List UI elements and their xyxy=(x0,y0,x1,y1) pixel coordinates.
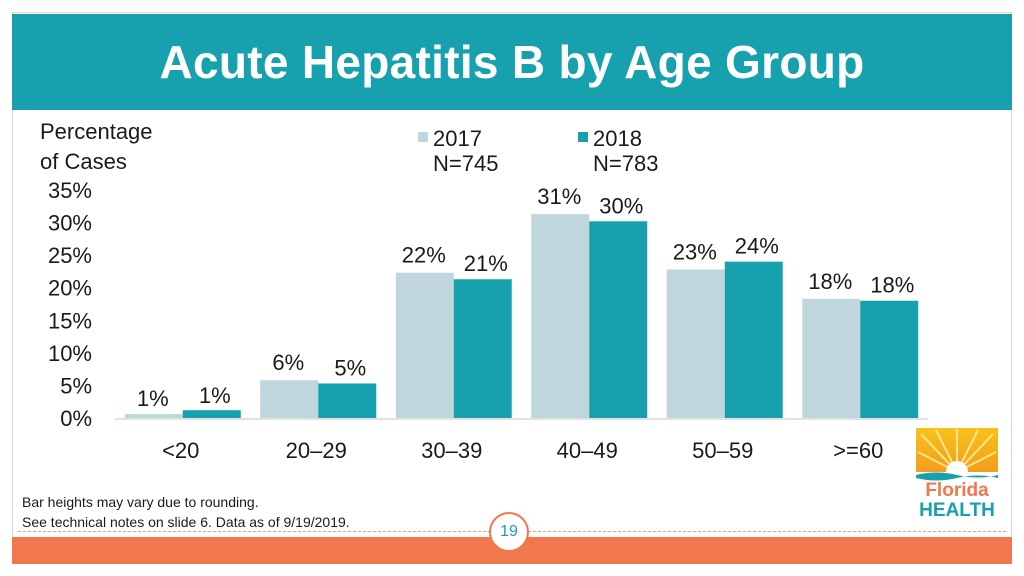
footnote-line-1: Bar heights may vary due to rounding. xyxy=(22,494,259,510)
bar-2018-4 xyxy=(589,221,648,418)
legend-label: 2017 xyxy=(433,126,482,151)
y-tick-label: 10% xyxy=(48,341,92,366)
bar-2017-6 xyxy=(802,298,861,418)
data-label: 30% xyxy=(599,193,643,218)
legend-label: 2018 xyxy=(593,126,642,151)
bar-2017-1 xyxy=(124,414,183,418)
title-bar: Acute Hepatitis B by Age Group xyxy=(12,14,1012,110)
x-tick-label: 20–29 xyxy=(286,438,347,463)
legend-swatch-2017 xyxy=(418,132,428,142)
x-tick-label: 40–49 xyxy=(557,438,618,463)
x-tick-label: 50–59 xyxy=(692,438,753,463)
data-label: 5% xyxy=(334,355,366,380)
sun-logo-icon: Florida HEALTH xyxy=(916,428,998,520)
bar-2017-2 xyxy=(260,380,319,418)
y-tick-label: 20% xyxy=(48,276,92,301)
bar-2018-2 xyxy=(318,383,377,418)
data-label: 21% xyxy=(464,251,508,276)
logo-text-health: HEALTH xyxy=(919,500,995,520)
footnote-line-2: See technical notes on slide 6. Data as … xyxy=(22,514,350,530)
y-tick-label: 30% xyxy=(48,211,92,236)
data-label: 6% xyxy=(272,350,304,375)
data-label: 23% xyxy=(673,239,717,264)
data-label: 18% xyxy=(870,273,914,298)
x-tick-label: <20 xyxy=(162,438,199,463)
y-axis-title: Percentage xyxy=(40,119,153,144)
data-label: 1% xyxy=(199,383,231,408)
y-tick-label: 35% xyxy=(48,178,92,203)
data-label: 31% xyxy=(537,184,581,209)
x-tick-label: >=60 xyxy=(833,438,883,463)
bar-2017-3 xyxy=(395,272,454,418)
legend-n-label: N=745 xyxy=(433,151,498,176)
legend-n-label: N=783 xyxy=(593,151,658,176)
y-tick-label: 5% xyxy=(60,373,92,398)
bar-2017-4 xyxy=(531,214,590,418)
y-tick-label: 15% xyxy=(48,308,92,333)
page-number[interactable]: 19 xyxy=(489,512,529,552)
bar-2017-5 xyxy=(666,269,725,418)
bar-2018-5 xyxy=(724,261,783,418)
legend-swatch-2018 xyxy=(578,132,588,142)
slide-title: Acute Hepatitis B by Age Group xyxy=(159,36,865,88)
y-axis-title: of Cases xyxy=(40,149,127,174)
data-label: 1% xyxy=(137,386,169,411)
bar-2018-6 xyxy=(860,300,919,418)
data-label: 18% xyxy=(808,269,852,294)
data-label: 24% xyxy=(735,234,779,259)
x-tick-label: 30–39 xyxy=(421,438,482,463)
bar-2018-3 xyxy=(453,279,512,418)
footnote: Bar heights may vary due to rounding. Se… xyxy=(22,492,350,532)
data-label: 22% xyxy=(402,243,446,268)
logo-text-florida: Florida xyxy=(925,480,989,501)
bar-2018-1 xyxy=(182,410,241,418)
y-tick-label: 25% xyxy=(48,243,92,268)
y-tick-label: 0% xyxy=(60,406,92,431)
